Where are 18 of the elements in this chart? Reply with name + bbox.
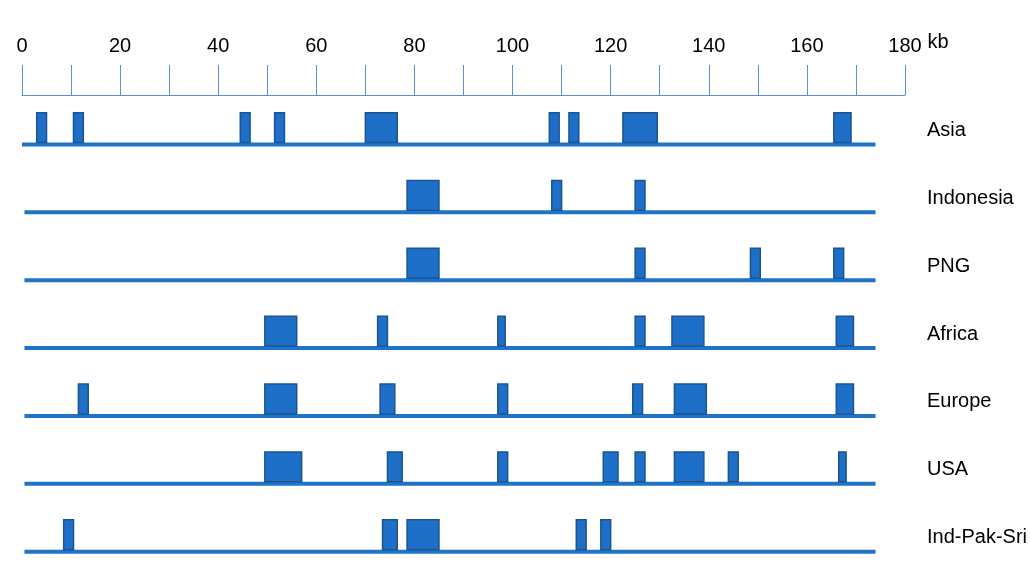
x-tick-label: 60: [305, 34, 328, 56]
x-tick-label: 160: [790, 34, 824, 56]
x-axis-title: kb: [927, 30, 949, 52]
x-tick-label: 0: [16, 34, 28, 56]
x-tick-label: 80: [403, 34, 426, 56]
x-tick-label: 180: [888, 34, 922, 56]
y-tick-label: USA: [926, 457, 969, 480]
y-tick-label: Ind-Pak-Sri: [926, 525, 1027, 548]
x-tick-label: 120: [593, 34, 628, 56]
y-tick-label: Indonesia: [926, 185, 1015, 208]
y-tick-label: Europe: [926, 389, 992, 412]
y-tick-label: PNG: [926, 253, 971, 276]
x-tick-label: 100: [495, 34, 530, 56]
y-tick-label: Africa: [926, 321, 979, 344]
x-tick-label: 40: [207, 34, 230, 56]
x-tick-label: 140: [692, 34, 726, 56]
y-tick-label: Asia: [926, 117, 967, 140]
x-tick-label: 20: [108, 34, 132, 56]
